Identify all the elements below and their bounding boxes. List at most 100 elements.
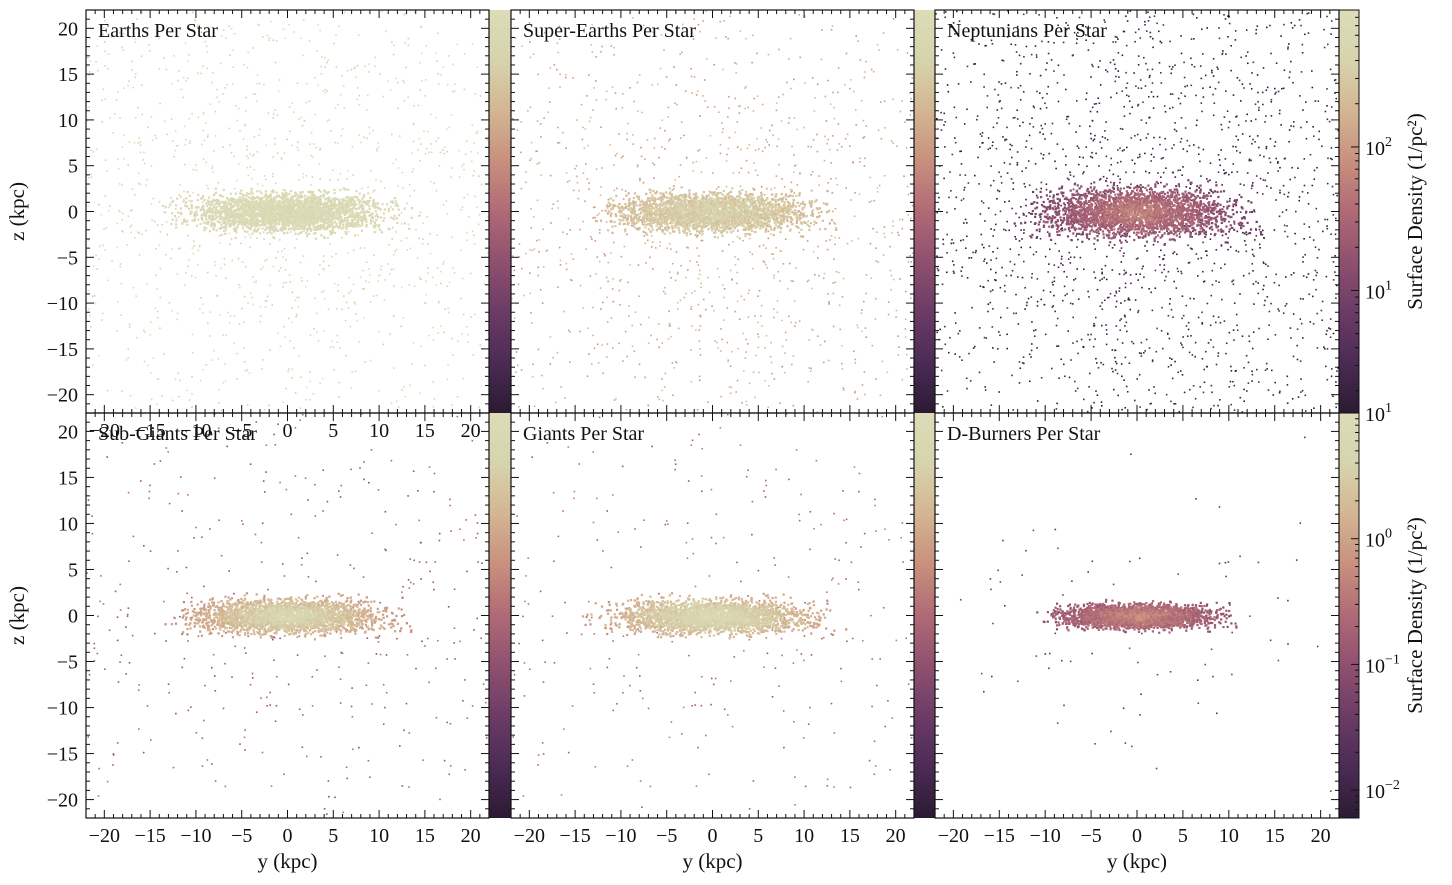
heatmap-cell [700, 286, 702, 289]
heatmap-cell [224, 87, 226, 89]
heatmap-cell [299, 219, 302, 222]
heatmap-cell [150, 115, 153, 118]
heatmap-cell [628, 315, 630, 317]
heatmap-cell [382, 343, 385, 346]
heatmap-cell [215, 208, 218, 212]
heatmap-cell [202, 204, 205, 207]
heatmap-cell [729, 15, 731, 17]
heatmap-cell [899, 278, 901, 280]
heatmap-cell [333, 197, 336, 200]
heatmap-cell [557, 126, 559, 129]
heatmap-cell [315, 196, 318, 199]
heatmap-cell [281, 213, 284, 216]
heatmap-cell [165, 221, 168, 224]
heatmap-cell [327, 215, 330, 219]
heatmap-cell [331, 212, 334, 215]
heatmap-cell [329, 346, 332, 348]
heatmap-cell [201, 201, 204, 204]
heatmap-cell [906, 368, 908, 370]
heatmap-cell [458, 176, 461, 178]
heatmap-cell [178, 70, 180, 72]
heatmap-cell [692, 170, 694, 172]
heatmap-cell [86, 120, 89, 122]
heatmap-cell [319, 149, 321, 151]
heatmap-cell [650, 246, 653, 248]
heatmap-cell [618, 133, 620, 135]
heatmap-cell [387, 207, 390, 210]
heatmap-cell [431, 276, 434, 279]
heatmap-cell [291, 307, 293, 309]
heatmap-cell [313, 232, 315, 235]
heatmap-cell [757, 336, 760, 338]
heatmap-cell [669, 138, 671, 140]
heatmap-cell [245, 199, 248, 202]
heatmap-cell [255, 100, 258, 103]
heatmap-cell [520, 187, 523, 190]
heatmap-cell [298, 211, 301, 214]
heatmap-cell [342, 223, 345, 227]
heatmap-cell [266, 202, 269, 206]
heatmap-cell [720, 395, 722, 398]
heatmap-cell [354, 208, 357, 211]
heatmap-cell [266, 34, 269, 37]
heatmap-cell [701, 239, 704, 242]
heatmap-cell [223, 207, 226, 210]
heatmap-cell [295, 216, 298, 219]
heatmap-cell [244, 236, 247, 239]
heatmap-cell [358, 202, 361, 205]
heatmap-cell [231, 215, 234, 218]
heatmap-cell [205, 210, 208, 213]
heatmap-cell [267, 112, 270, 114]
heatmap-cell [889, 269, 892, 272]
heatmap-cell [624, 190, 627, 192]
heatmap-cell [295, 209, 299, 212]
heatmap-cell [205, 364, 208, 366]
heatmap-cell [183, 218, 186, 221]
heatmap-cell [302, 222, 305, 225]
heatmap-cell [222, 381, 224, 384]
heatmap-cell [270, 198, 273, 201]
heatmap-cell [670, 248, 672, 250]
heatmap-cell [809, 370, 812, 372]
heatmap-cell [778, 163, 780, 166]
heatmap-cell [141, 113, 143, 116]
heatmap-cell [266, 214, 269, 217]
heatmap-cell [244, 224, 247, 227]
heatmap-cell [211, 215, 215, 218]
heatmap-cell [640, 146, 642, 149]
heatmap-cell [759, 315, 762, 317]
heatmap-cell [223, 230, 226, 233]
heatmap-cell [127, 356, 129, 359]
heatmap-cell [877, 261, 879, 263]
heatmap-cell [373, 254, 375, 256]
heatmap-cell [886, 371, 889, 374]
heatmap-cell [600, 51, 602, 53]
heatmap-cell [253, 211, 256, 214]
heatmap-cell [517, 283, 520, 286]
heatmap-cell [625, 409, 628, 411]
heatmap-cell [807, 380, 809, 383]
heatmap-cell [211, 165, 214, 168]
heatmap-cell [232, 219, 235, 222]
heatmap-cell [283, 248, 286, 250]
heatmap-cell [391, 133, 393, 136]
heatmap-cell [283, 232, 286, 235]
heatmap-cell [264, 300, 267, 302]
heatmap-cell [366, 137, 368, 140]
heatmap-cell [394, 200, 397, 203]
heatmap-cell [327, 221, 330, 224]
heatmap-cell [192, 351, 194, 354]
heatmap-cell [188, 117, 190, 120]
heatmap-cell [389, 273, 391, 275]
heatmap-cell [314, 209, 317, 212]
heatmap-cell [350, 196, 353, 199]
heatmap-cell [301, 191, 304, 194]
heatmap-cell [206, 67, 208, 70]
heatmap-cell [348, 222, 351, 226]
heatmap-cell [798, 14, 800, 16]
heatmap-cell [247, 51, 250, 54]
heatmap-cell [258, 207, 261, 210]
heatmap-cell [180, 212, 183, 216]
heatmap-cell [256, 212, 259, 215]
heatmap-cell [392, 315, 395, 318]
